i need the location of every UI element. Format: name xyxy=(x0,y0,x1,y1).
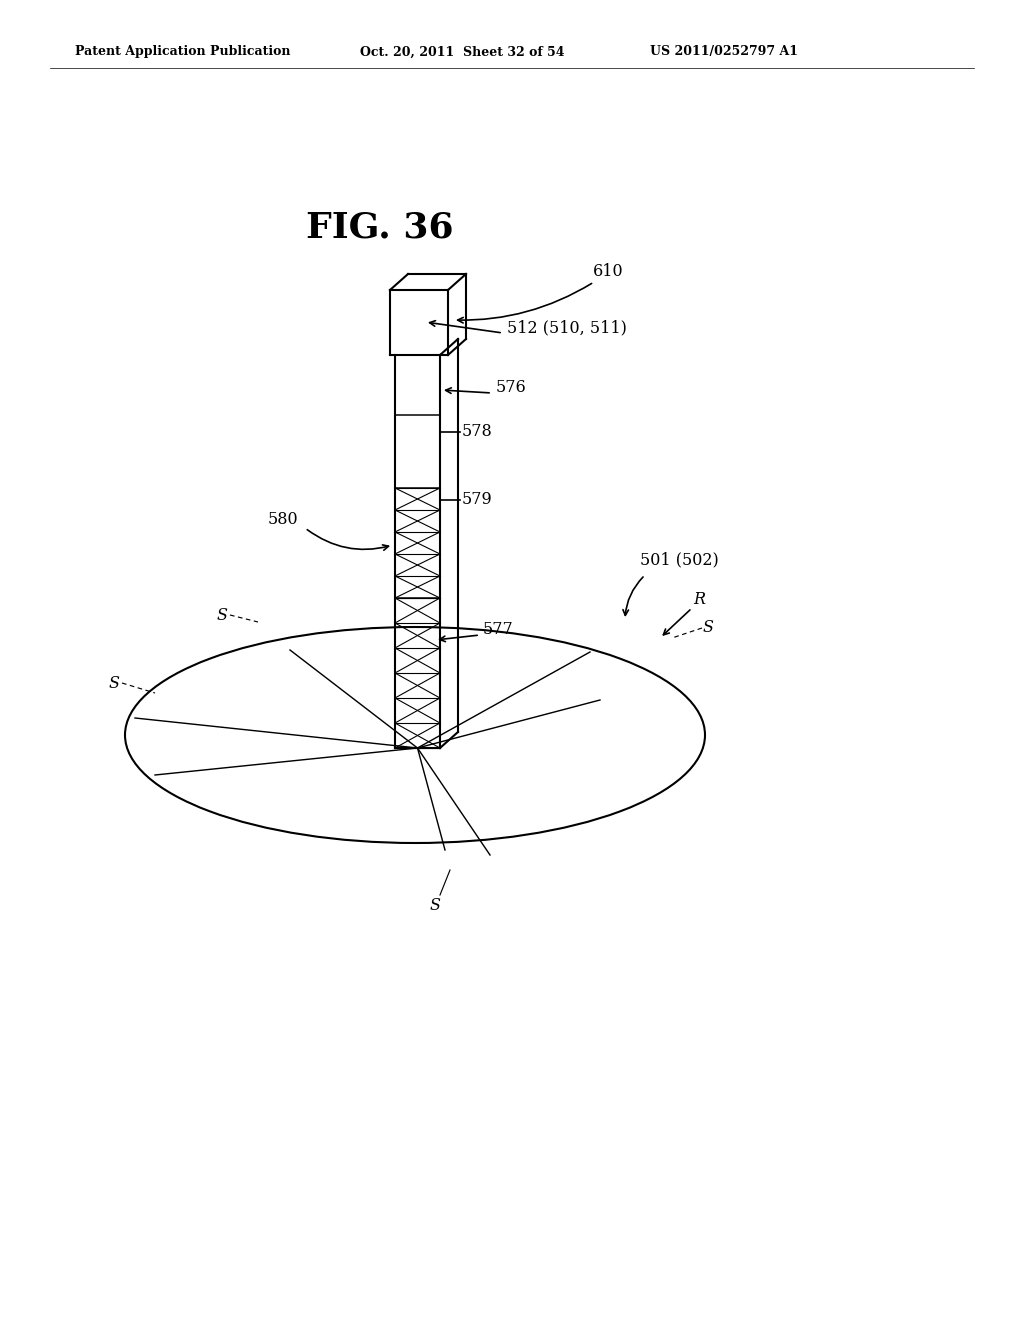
Text: 578: 578 xyxy=(462,424,493,441)
Text: 576: 576 xyxy=(496,380,526,396)
Text: 501 (502): 501 (502) xyxy=(640,552,719,569)
Text: Patent Application Publication: Patent Application Publication xyxy=(75,45,291,58)
Text: 577: 577 xyxy=(483,622,514,639)
Text: S: S xyxy=(109,675,120,692)
Text: R: R xyxy=(693,591,705,609)
Text: 579: 579 xyxy=(462,491,493,508)
Ellipse shape xyxy=(125,627,705,843)
Text: S: S xyxy=(703,619,714,636)
Text: Oct. 20, 2011  Sheet 32 of 54: Oct. 20, 2011 Sheet 32 of 54 xyxy=(360,45,564,58)
Text: S: S xyxy=(217,606,228,623)
Text: 512 (510, 511): 512 (510, 511) xyxy=(507,319,627,337)
Text: S: S xyxy=(429,898,440,913)
Text: FIG. 36: FIG. 36 xyxy=(306,211,454,246)
Text: 610: 610 xyxy=(593,264,624,281)
Text: US 2011/0252797 A1: US 2011/0252797 A1 xyxy=(650,45,798,58)
Text: 580: 580 xyxy=(267,511,298,528)
